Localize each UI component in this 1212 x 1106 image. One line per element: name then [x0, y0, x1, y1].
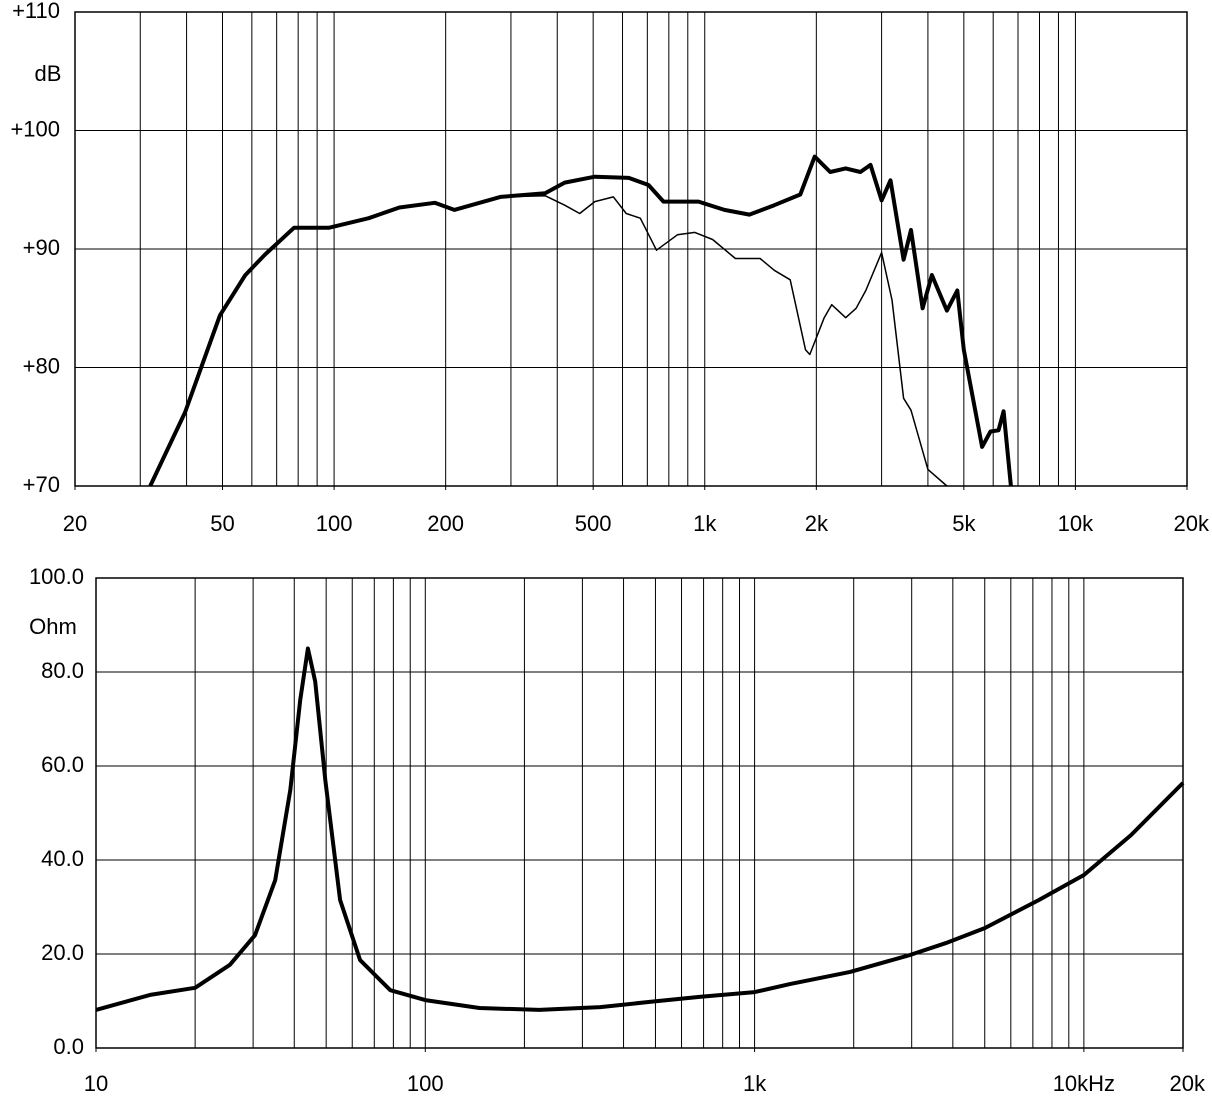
x-tick-label: 5k [952, 511, 976, 536]
series-line [148, 154, 1013, 487]
y-tick-label: 40.0 [41, 846, 84, 871]
x-tick-label: 1k [743, 1071, 767, 1096]
series-line [95, 646, 1185, 1012]
x-tick-label: 20k [1174, 511, 1210, 536]
y-tick-label: +110 [12, 0, 60, 23]
x-tick-label: 20k [1170, 1071, 1206, 1096]
x-tick-label: 100 [407, 1071, 444, 1096]
y-tick-label: +70 [23, 472, 60, 497]
y-axis-label: Ohm [29, 614, 77, 639]
y-tick-label: 60.0 [41, 752, 84, 777]
y-tick-label: 80.0 [41, 658, 84, 683]
x-tick-label: 200 [427, 511, 464, 536]
y-tick-label: 20.0 [41, 940, 84, 965]
series-line [500, 194, 948, 487]
y-tick-label: +90 [23, 235, 60, 260]
y-axis-label: dB [35, 61, 62, 86]
x-tick-label: 10k [1058, 511, 1094, 536]
x-tick-label: 10kHz [1053, 1071, 1115, 1096]
y-tick-label: 0.0 [53, 1034, 84, 1059]
x-tick-label: 50 [210, 511, 234, 536]
x-tick-label: 1k [693, 511, 717, 536]
x-tick-label: 100 [316, 511, 353, 536]
x-tick-label: 500 [575, 511, 612, 536]
plot-frame [74, 11, 1188, 487]
x-tick-label: 2k [805, 511, 829, 536]
y-tick-label: +100 [10, 116, 60, 141]
plot-frame [95, 577, 1184, 1049]
x-tick-label: 20 [63, 511, 87, 536]
x-tick-label: 10 [84, 1071, 108, 1096]
y-tick-label: 100.0 [29, 564, 84, 589]
y-tick-label: +80 [23, 353, 60, 378]
